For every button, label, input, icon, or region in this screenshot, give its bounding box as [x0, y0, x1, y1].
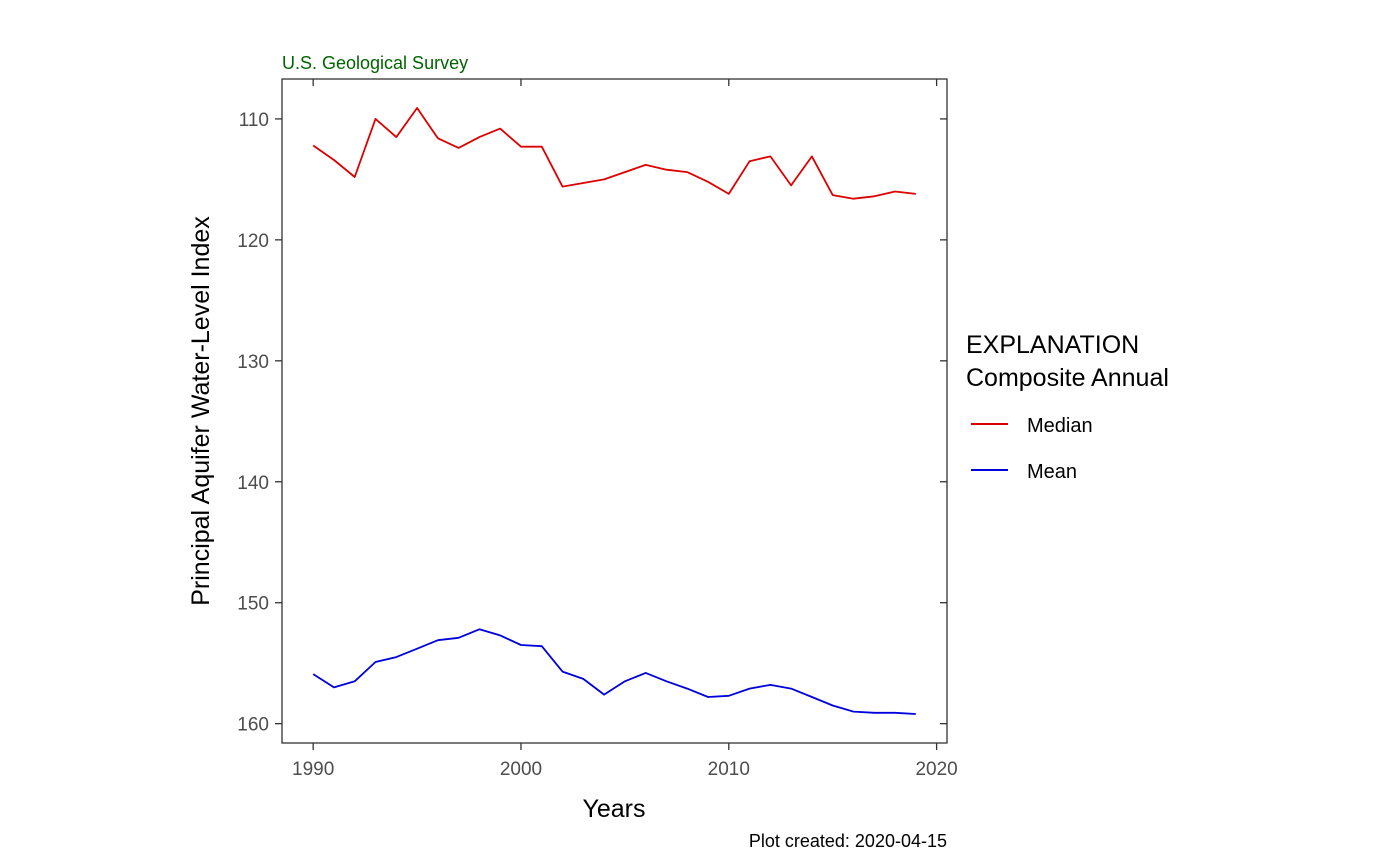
source-label: U.S. Geological Survey	[282, 53, 468, 73]
x-axis-title: Years	[582, 795, 645, 823]
plot-created-caption: Plot created: 2020-04-15	[749, 831, 947, 851]
legend-subtitle: Composite Annual	[966, 364, 1169, 392]
y-tick-label: 120	[237, 231, 269, 252]
legend: EXPLANATION Composite Annual Median Mean	[966, 331, 1169, 483]
legend-title: EXPLANATION	[966, 331, 1139, 359]
x-tick-label: 1990	[292, 759, 334, 780]
axis-ticks: 1990 2000 2010 2020 110 120 130 140 150 160	[237, 79, 958, 780]
legend-label-median: Median	[1027, 415, 1093, 437]
x-tick-label: 2000	[500, 759, 542, 780]
series-lines	[312, 107, 916, 715]
y-axis-title: Principal Aquifer Water-Level Index	[187, 216, 215, 606]
x-tick-label: 2020	[915, 759, 957, 780]
y-tick-label: 160	[237, 715, 269, 736]
x-tick-label: 2010	[708, 759, 750, 780]
legend-label-mean: Mean	[1027, 461, 1077, 483]
series-line-mean	[312, 628, 916, 715]
y-tick-label: 140	[237, 473, 269, 494]
y-tick-label: 150	[237, 594, 269, 615]
y-tick-label: 110	[239, 110, 269, 131]
plot-panel	[281, 78, 948, 744]
y-tick-label: 130	[237, 352, 269, 373]
series-line-median	[312, 107, 916, 200]
